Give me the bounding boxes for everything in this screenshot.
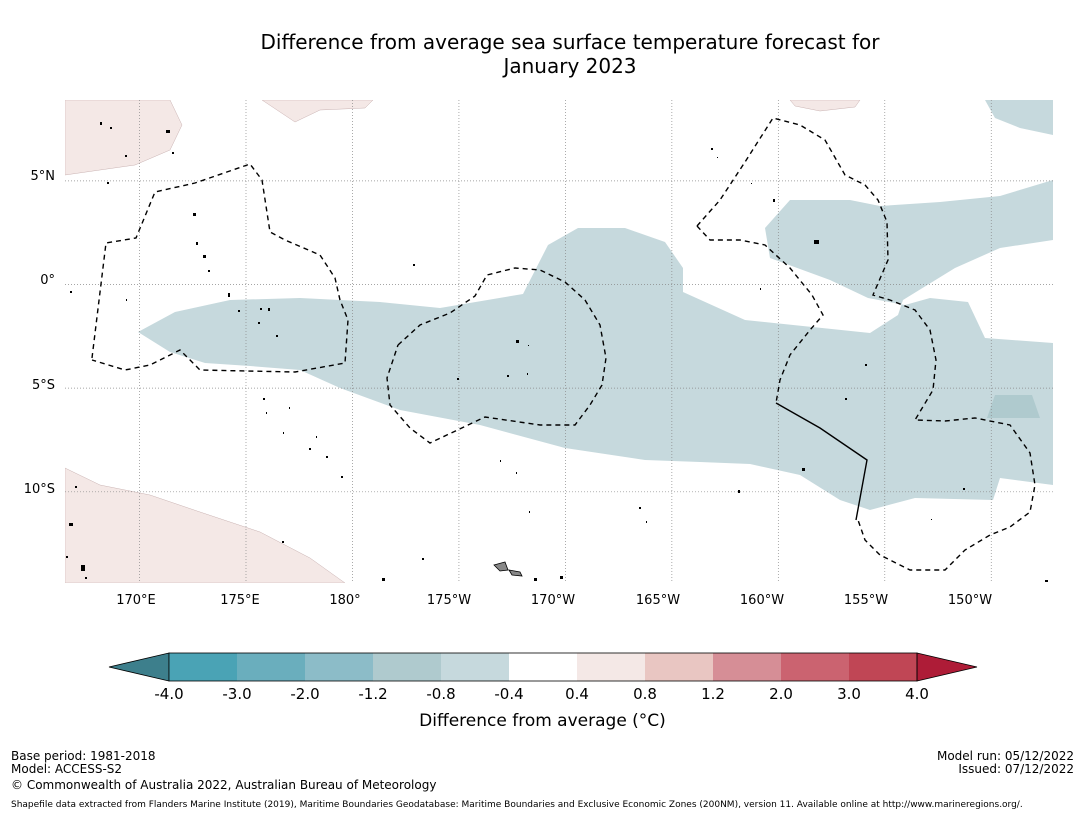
colorbar-label: -0.4 <box>494 685 524 703</box>
copyright: © Commonwealth of Australia 2022, Austra… <box>11 778 437 792</box>
lon-label-170w: 170°W <box>530 593 576 608</box>
colorbar-segment <box>781 653 849 681</box>
colorbar-label: 3.0 <box>837 685 861 703</box>
cool-anomaly-patch-se <box>987 395 1040 418</box>
colorbar-label: 4.0 <box>905 685 929 703</box>
shapefile-credit: Shapefile data extracted from Flanders M… <box>11 800 1023 810</box>
colorbar-label: 2.0 <box>769 685 793 703</box>
colorbar-segment <box>441 653 509 681</box>
model-run: Model run: 05/12/2022 <box>936 749 1074 763</box>
colorbar-segment <box>849 653 917 681</box>
lat-label-0: 0° <box>40 273 55 288</box>
colorbar-segment <box>509 653 577 681</box>
colorbar-frame <box>168 652 918 682</box>
colorbar-segment <box>305 653 373 681</box>
graticule <box>65 100 1053 583</box>
warm-anomaly-nw <box>65 100 183 176</box>
lon-label-175w: 175°W <box>426 593 472 608</box>
colorbar-label: 1.2 <box>701 685 725 703</box>
lon-label-170e: 170°E <box>116 593 156 608</box>
colorbar-segment <box>169 653 237 681</box>
lat-label-5s: 5°S <box>31 378 55 393</box>
eez-boundary-east-lower <box>696 225 824 404</box>
cool-anomaly-wisp-ne <box>985 100 1053 135</box>
colorbar-extend-low <box>108 652 170 682</box>
colorbar-label: 0.4 <box>565 685 589 703</box>
colorbar-label: -3.0 <box>222 685 252 703</box>
islands <box>66 122 1048 582</box>
colorbar-segment <box>645 653 713 681</box>
colorbar-label: -4.0 <box>154 685 184 703</box>
colorbar-label: -1.2 <box>358 685 388 703</box>
chart-title: Difference from average sea surface temp… <box>0 30 1085 78</box>
eez-boundaries <box>91 117 1036 571</box>
issued-date: Issued: 07/12/2022 <box>958 762 1074 776</box>
title-line-1: Difference from average sea surface temp… <box>260 30 880 54</box>
lon-label-155w: 155°W <box>843 593 889 608</box>
title-line-2: January 2023 <box>503 54 637 78</box>
eez-boundary-west <box>91 163 349 373</box>
island-large-1 <box>493 561 509 572</box>
lon-label-165w: 165°W <box>635 593 681 608</box>
lon-label-160w: 160°W <box>739 593 785 608</box>
eez-boundary-central <box>386 267 607 444</box>
colorbar-label: -0.8 <box>426 685 456 703</box>
warm-anomaly-n2 <box>789 100 861 112</box>
base-period: Base period: 1981-2018 <box>11 749 156 763</box>
eez-boundary-solid <box>775 402 868 521</box>
lon-label-150w: 150°W <box>947 593 993 608</box>
colorbar-segment <box>713 653 781 681</box>
lat-label-5n: 5°N <box>30 169 56 184</box>
eez-boundary-east <box>696 117 1036 571</box>
lat-label-10s: 10°S <box>23 482 55 497</box>
warm-anomaly-n1 <box>261 100 374 123</box>
colorbar-label: -2.0 <box>290 685 320 703</box>
lon-label-175e: 175°E <box>220 593 260 608</box>
cool-anomaly-band <box>138 180 1053 510</box>
model-name: Model: ACCESS-S2 <box>11 762 123 776</box>
colorbar-segment <box>237 653 305 681</box>
colorbar-title: Difference from average (°C) <box>419 711 666 731</box>
colorbar-extend-high <box>916 652 978 682</box>
colorbar <box>108 652 978 682</box>
colorbar-segment <box>577 653 645 681</box>
colorbar-label: 0.8 <box>633 685 657 703</box>
lon-label-180: 180° <box>329 593 361 608</box>
island-large-2 <box>508 569 523 577</box>
map-area <box>65 100 1053 583</box>
colorbar-segment <box>373 653 441 681</box>
warm-anomaly-sw <box>65 467 346 583</box>
